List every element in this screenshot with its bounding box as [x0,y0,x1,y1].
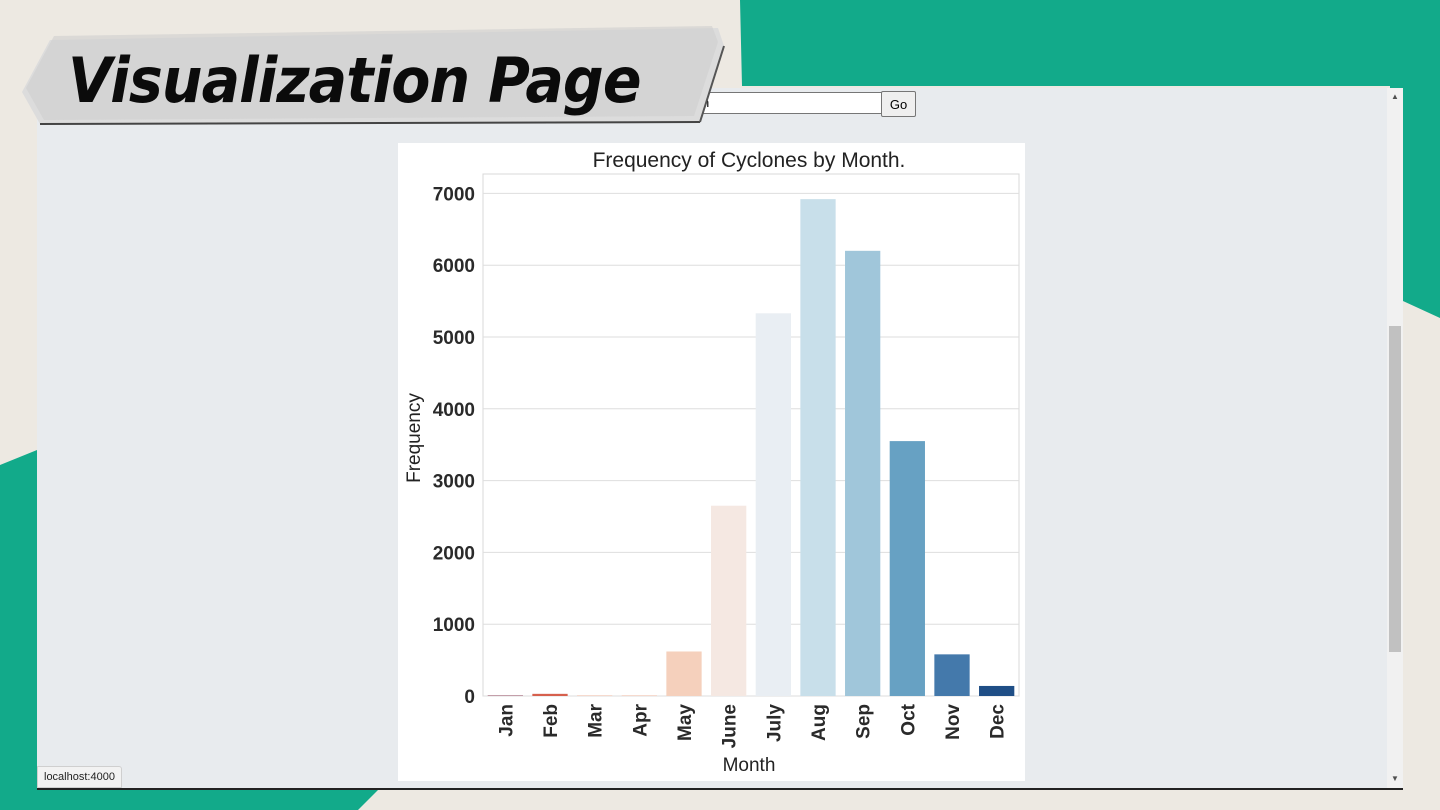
x-tick-label-mar: Mar [586,703,607,737]
go-button[interactable]: Go [881,91,916,117]
bar-aug [800,199,836,696]
bar-nov [934,654,970,696]
vertical-scrollbar[interactable]: ▲ ▼ [1387,88,1403,788]
x-tick-label-oct: Oct [898,703,919,735]
y-tick-label: 3000 [433,472,475,493]
x-tick-labels: Jan Feb Mar Apr May June July Aug Sep Oct Nov Dec [496,703,1008,748]
y-tick-label: 0 [464,687,475,708]
y-axis-label: Frequency [404,393,425,483]
status-bar-url: localhost:4000 [37,766,122,788]
bar-feb [532,693,568,696]
x-tick-label-dec: Dec [988,704,1009,739]
x-tick-label-nov: Nov [943,704,964,740]
y-tick-label: 6000 [433,256,475,277]
scroll-up-arrow-icon[interactable]: ▲ [1391,92,1399,101]
title-banner: Visualization Page [18,22,728,130]
bar-june [711,505,747,696]
chart-image: 0 1000 2000 3000 4000 5000 6000 7000 Jan Feb Mar A… [398,143,1025,781]
bar-july [755,313,791,696]
bar-sep [845,250,881,696]
x-tick-label-july: July [764,704,785,742]
banner-paper-shape [22,26,725,125]
x-tick-label-feb: Feb [541,704,562,738]
y-tick-label: 4000 [433,400,475,421]
grid-lines [482,173,1020,697]
x-axis-label: Month [723,755,776,776]
plot-frame [482,173,1020,697]
scroll-thumb[interactable] [1389,326,1401,652]
y-tick-label: 1000 [433,615,475,636]
bars [487,199,1015,696]
page-title: Visualization Page [68,44,642,117]
y-tick-label: 7000 [433,184,475,205]
bar-chart: 0 1000 2000 3000 4000 5000 6000 7000 Jan Feb Mar A… [404,149,1020,776]
y-tick-labels: 0 1000 2000 3000 4000 5000 6000 7000 [433,184,475,708]
bar-may [666,651,702,696]
x-tick-label-aug: Aug [809,704,830,741]
x-tick-label-may: May [675,704,696,741]
browser-viewport: n ⌄ Go 0 1000 2000 3000 4000 5000 6000 7000 Jan… [37,88,1403,790]
scroll-down-arrow-icon[interactable]: ▼ [1391,774,1399,783]
x-tick-label-apr: Apr [630,703,651,736]
y-tick-label: 5000 [433,328,475,349]
x-tick-label-june: June [720,704,741,748]
x-tick-label-sep: Sep [854,704,875,739]
bar-dec [979,685,1015,696]
x-tick-label-jan: Jan [496,704,517,737]
chart-select-dropdown[interactable]: n ⌄ [697,92,911,114]
y-tick-label: 2000 [433,543,475,564]
bar-oct [889,441,925,696]
chart-title: Frequency of Cyclones by Month. [593,149,906,172]
